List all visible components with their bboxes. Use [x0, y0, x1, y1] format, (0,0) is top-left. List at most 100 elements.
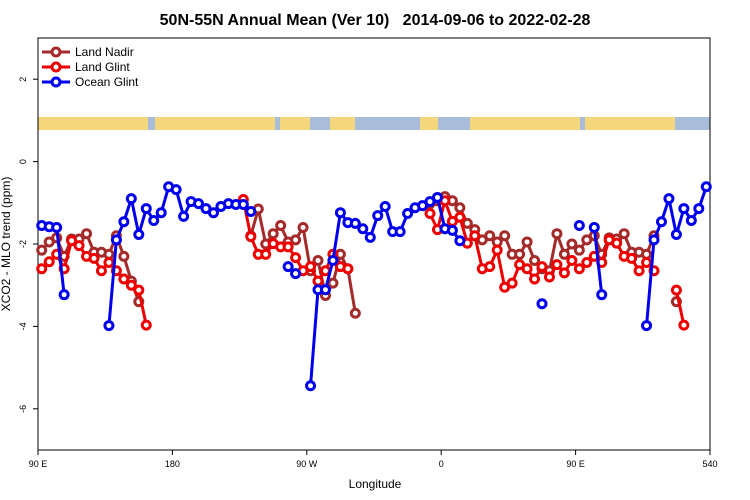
data-point — [372, 210, 384, 222]
data-point — [484, 261, 496, 273]
data-point — [611, 237, 623, 249]
data-point — [349, 307, 361, 319]
data-point — [693, 203, 705, 215]
data-point — [282, 241, 294, 253]
data-point — [424, 208, 436, 220]
data-point — [558, 267, 570, 279]
data-point — [491, 244, 503, 256]
data-point — [670, 284, 682, 296]
data-point — [118, 250, 130, 262]
data-point — [641, 257, 653, 269]
data-point — [297, 222, 309, 234]
data-point — [334, 207, 346, 219]
legend-marker — [50, 61, 62, 73]
data-point — [103, 320, 115, 332]
legend-label: Land Glint — [75, 60, 130, 74]
data-point — [118, 216, 130, 228]
data-point — [596, 289, 608, 301]
data-point — [327, 254, 339, 266]
data-point — [66, 235, 78, 247]
data-point — [454, 211, 466, 223]
data-point — [73, 240, 85, 252]
data-point — [626, 252, 638, 264]
x-tick-label: 180 — [165, 459, 180, 469]
data-point — [394, 226, 406, 238]
data-point — [95, 265, 107, 277]
data-point — [290, 234, 302, 246]
data-point — [349, 217, 361, 229]
data-point — [118, 273, 130, 285]
data-point — [499, 230, 511, 242]
data-point — [678, 203, 690, 215]
chart-title: 50N-55N Annual Mean (Ver 10) 2014-09-06 … — [160, 12, 591, 29]
data-point — [282, 261, 294, 273]
data-point — [566, 238, 578, 250]
y-tick-label: -6 — [18, 405, 28, 413]
data-point — [431, 191, 443, 203]
data-point — [133, 284, 145, 296]
data-point — [648, 234, 660, 246]
x-tick-label: 90 E — [29, 459, 48, 469]
data-point — [514, 248, 526, 260]
data-point — [36, 263, 48, 275]
y-tick-label: 2 — [18, 77, 28, 82]
data-point — [633, 265, 645, 277]
y-axis-label: XCO2 - MLO trend (ppm) — [0, 177, 13, 312]
x-tick-label: 540 — [702, 459, 717, 469]
data-point — [454, 235, 466, 247]
data-point — [521, 263, 533, 275]
data-point — [461, 217, 473, 229]
data-point — [51, 222, 63, 234]
data-point — [379, 201, 391, 213]
map-strip — [38, 117, 710, 130]
data-point — [260, 248, 272, 260]
data-point — [536, 298, 548, 310]
legend-label: Land Nadir — [75, 45, 134, 59]
data-point — [573, 263, 585, 275]
data-point — [43, 256, 55, 268]
data-point — [125, 193, 137, 205]
data-point — [140, 203, 152, 215]
data-point — [506, 277, 518, 289]
data-point — [529, 273, 541, 285]
x-tick-label: 90 E — [566, 459, 585, 469]
legend-marker — [50, 46, 62, 58]
data-point — [700, 181, 712, 193]
data-point — [305, 380, 317, 392]
data-point — [178, 210, 190, 222]
data-point — [618, 228, 630, 240]
data-point — [446, 224, 458, 236]
legend-marker — [50, 76, 62, 88]
data-point — [469, 230, 481, 242]
data-point — [140, 319, 152, 331]
data-point — [290, 252, 302, 264]
data-point — [125, 279, 137, 291]
data-point — [81, 228, 93, 240]
data-point — [454, 202, 466, 214]
data-point — [148, 215, 160, 227]
data-point — [581, 257, 593, 269]
data-point — [290, 268, 302, 280]
data-point — [357, 223, 369, 235]
data-point — [237, 198, 249, 210]
data-point — [103, 257, 115, 269]
data-point — [543, 271, 555, 283]
data-point — [110, 234, 122, 246]
data-point — [536, 261, 548, 273]
data-point — [655, 216, 667, 228]
data-point — [573, 244, 585, 256]
data-point — [312, 254, 324, 266]
data-point — [207, 207, 219, 219]
data-point — [521, 236, 533, 248]
data-point — [566, 254, 578, 266]
data-point — [558, 248, 570, 260]
data-point — [193, 198, 205, 210]
y-tick-label: 0 — [18, 159, 28, 164]
data-point — [58, 289, 70, 301]
data-point — [319, 284, 331, 296]
x-axis-label: Longitude — [349, 477, 402, 491]
data-point — [573, 219, 585, 231]
data-point — [588, 222, 600, 234]
data-point — [245, 231, 257, 243]
